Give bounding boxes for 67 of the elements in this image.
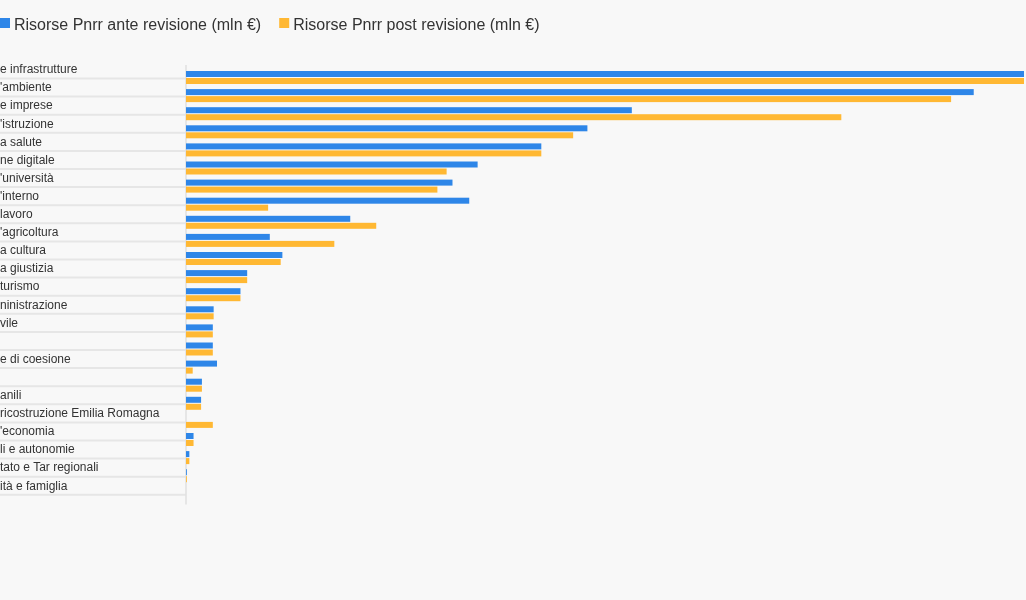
bar <box>186 458 190 465</box>
y-tick-label: 'agricoltura <box>0 225 59 240</box>
bar <box>186 78 1024 84</box>
bar <box>186 132 574 139</box>
y-tick-label: a salute <box>0 134 43 149</box>
bar <box>186 168 447 175</box>
y-tick-label: 'ambiente <box>0 80 52 95</box>
bar <box>186 306 214 313</box>
legend-label: Risorse Pnrr ante revisione (mln €) <box>14 15 262 33</box>
y-tick-label: anili <box>0 388 22 402</box>
y-tick-label: 'economia <box>0 424 55 439</box>
bar <box>186 240 335 247</box>
y-tick-label: lavoro <box>0 207 34 221</box>
bar <box>186 403 202 410</box>
bar <box>186 324 213 331</box>
bar <box>186 421 213 428</box>
bar <box>186 125 588 132</box>
bar <box>186 222 377 229</box>
bar <box>186 197 470 204</box>
bar <box>186 89 974 96</box>
bar <box>186 440 194 446</box>
bar <box>186 259 281 265</box>
bar <box>186 295 241 302</box>
bar <box>186 215 351 222</box>
bar <box>186 143 542 150</box>
bar <box>186 451 190 458</box>
bar <box>186 360 218 367</box>
bar <box>186 313 214 320</box>
bar <box>186 342 213 349</box>
y-tick-label: e imprese <box>0 98 54 113</box>
y-tick-label: tato e Tar regionali <box>0 460 99 475</box>
y-tick-label: 'università <box>0 170 54 185</box>
bar <box>186 107 632 114</box>
bar <box>186 179 453 186</box>
bar <box>186 349 213 356</box>
bar <box>186 204 269 211</box>
bar <box>186 367 193 374</box>
legend-label: Risorse Pnrr post revisione (mln €) <box>293 15 540 33</box>
bar <box>186 396 202 403</box>
bar <box>186 252 283 258</box>
y-tick-label: turismo <box>0 279 40 294</box>
y-tick-label: ità e famiglia <box>0 478 68 493</box>
bar <box>186 114 842 121</box>
bar <box>186 150 542 157</box>
y-tick-label: li e autonomie <box>0 442 76 457</box>
bar <box>186 277 248 284</box>
y-tick-label: 'istruzione <box>0 116 54 131</box>
bar <box>186 161 478 168</box>
y-tick-label: a cultura <box>0 243 47 258</box>
y-tick-label: e infrastrutture <box>0 62 78 77</box>
y-tick-label: ricostruzione Emilia Romagna <box>0 406 160 421</box>
bar <box>186 96 952 103</box>
bar <box>186 71 1024 77</box>
bar <box>186 233 270 240</box>
y-tick-label: a giustizia <box>0 261 54 276</box>
bar <box>186 385 202 392</box>
bar <box>186 270 248 277</box>
bar <box>186 433 194 439</box>
y-tick-label: ne digitale <box>0 152 56 167</box>
bar <box>186 288 241 295</box>
y-tick-label: e di coesione <box>0 351 72 366</box>
bar <box>186 378 202 385</box>
bar <box>186 186 438 193</box>
bar <box>186 331 213 338</box>
y-tick-label: 'interno <box>0 188 40 203</box>
y-tick-label: ninistrazione <box>0 297 68 312</box>
y-tick-label: vile <box>0 315 19 330</box>
